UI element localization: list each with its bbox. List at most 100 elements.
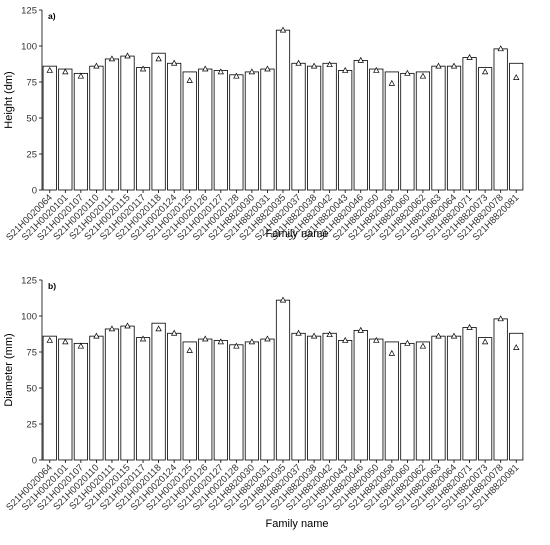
bar-S21H8820063 xyxy=(431,335,446,461)
y-tick-label: 125 xyxy=(21,275,37,286)
bar-S21H0020115 xyxy=(120,325,135,461)
bar-S21H0020117 xyxy=(135,337,151,461)
bar-S21H0020118 xyxy=(151,322,166,461)
triangle-marker-S21H8820081 xyxy=(513,74,520,80)
bar-S21H0020064 xyxy=(42,65,57,191)
triangle-marker-S21H0020110 xyxy=(93,332,100,339)
triangle-marker-S21H8820037 xyxy=(295,59,302,66)
triangle-marker-S21H8820030 xyxy=(248,338,256,345)
bar-S21H8820064 xyxy=(446,335,462,461)
triangle-marker-S21H0020124 xyxy=(170,329,178,336)
triangle-marker-S21H8820073 xyxy=(481,68,489,75)
triangle-marker-S21H0020064 xyxy=(46,66,53,73)
bar-S21H0020128 xyxy=(229,344,244,461)
y-tick-label: 75 xyxy=(26,77,37,88)
bar-S21H0020101 xyxy=(58,338,73,461)
bar-S21H8820050 xyxy=(369,338,384,461)
triangle-marker-S21H8820043 xyxy=(342,336,349,343)
triangle-marker-S21H8820062 xyxy=(419,72,427,79)
bar-S21H0020118 xyxy=(151,52,166,191)
triangle-marker-S21H0020124 xyxy=(170,59,178,66)
bar-S21H0020127 xyxy=(213,70,228,191)
y-tick-label: 50 xyxy=(26,383,37,394)
y-tick-label: 25 xyxy=(26,419,37,430)
bar-S21H0020064 xyxy=(42,335,57,461)
triangle-marker-S21H0020101 xyxy=(62,68,69,75)
bar-S21H0020128 xyxy=(229,74,244,191)
y-tick-label: 0 xyxy=(32,455,37,466)
triangle-marker-S21H8820037 xyxy=(295,329,302,336)
triangle-marker-S21H8820042 xyxy=(326,61,333,68)
bar-S21H0020125 xyxy=(182,71,197,191)
triangle-marker-S21H8820042 xyxy=(326,331,333,338)
bar-S21H8820063 xyxy=(431,65,446,191)
triangle-marker-S21H0020125 xyxy=(186,76,193,83)
bar-S21H8820035 xyxy=(275,29,291,191)
triangle-marker-S21H8820081 xyxy=(513,344,520,350)
bar-S21H0020107 xyxy=(73,342,88,461)
bar-S21H8820043 xyxy=(338,340,353,461)
bar-S21H8820073 xyxy=(478,337,493,461)
triangle-marker-S21H8820078 xyxy=(497,45,504,52)
bar-S21H8820031 xyxy=(260,68,275,191)
bar-S21H8820081 xyxy=(509,332,524,461)
y-tick-label: 0 xyxy=(32,185,37,196)
bar-S21H0020126 xyxy=(198,338,213,461)
triangle-marker-S21H0020111 xyxy=(108,325,116,332)
triangle-marker-S21H0020115 xyxy=(124,52,131,59)
triangle-marker-S21H8820062 xyxy=(419,342,427,349)
triangle-marker-S21H8820058 xyxy=(388,349,396,356)
bar-S21H8820030 xyxy=(244,341,259,461)
triangle-marker-S21H8820071 xyxy=(466,323,473,330)
bar-S21H8820046 xyxy=(353,60,368,191)
bar-S21H0020110 xyxy=(89,65,104,191)
triangle-marker-S21H0020118 xyxy=(155,55,162,62)
triangle-marker-S21H0020125 xyxy=(186,346,193,353)
bar-S21H8820071 xyxy=(462,327,477,461)
triangle-marker-S21H0020126 xyxy=(202,335,209,342)
bar-S21H8820081 xyxy=(509,62,524,191)
y-tick-label: 25 xyxy=(26,149,37,160)
triangle-marker-S21H8820064 xyxy=(450,62,458,69)
y-tick-label: 100 xyxy=(21,41,37,52)
bar-S21H8820046 xyxy=(353,329,368,461)
triangle-marker-S21H8820050 xyxy=(373,66,380,73)
triangle-marker-S21H8820071 xyxy=(466,53,473,60)
triangle-marker-S21H0020127 xyxy=(217,68,224,75)
bar-S21H8820078 xyxy=(493,318,508,461)
triangle-marker-S21H8820078 xyxy=(497,315,504,322)
bar-S21H8820078 xyxy=(493,48,508,191)
bar-S21H8820060 xyxy=(400,342,415,461)
bar-S21H0020127 xyxy=(213,340,228,461)
triangle-marker-S21H0020117 xyxy=(139,65,147,72)
bar-S21H0020125 xyxy=(182,341,197,461)
triangle-marker-S21H8820031 xyxy=(264,335,271,342)
bar-S21H0020124 xyxy=(167,62,182,191)
bar-S21H8820060 xyxy=(400,72,415,191)
y-tick-label: 125 xyxy=(21,5,37,16)
bar-S21H8820035 xyxy=(275,299,291,461)
bar-S21H8820037 xyxy=(291,62,306,191)
bar-S21H8820058 xyxy=(384,71,399,191)
bar-S21H8820037 xyxy=(291,332,306,461)
triangle-marker-S21H0020128 xyxy=(233,342,240,349)
y-tick-label: 100 xyxy=(21,311,37,322)
panel-label: b) xyxy=(48,281,56,291)
triangle-marker-S21H0020128 xyxy=(233,72,240,79)
triangle-marker-S21H8820073 xyxy=(481,338,489,345)
triangle-marker-S21H8820060 xyxy=(404,339,411,346)
bar-S21H8820073 xyxy=(478,67,493,191)
bar-S21H8820043 xyxy=(338,70,353,191)
y-axis-title: Height (dm) xyxy=(3,71,15,128)
bar-S21H0020115 xyxy=(120,55,135,191)
triangle-marker-S21H8820046 xyxy=(357,56,364,63)
bar-S21H8820038 xyxy=(307,65,322,191)
bar-S21H0020126 xyxy=(198,68,213,191)
bar-S21H8820058 xyxy=(384,341,399,461)
bar-S21H8820062 xyxy=(415,71,431,191)
y-tick-label: 50 xyxy=(26,113,37,124)
triangle-marker-S21H8820058 xyxy=(388,79,396,86)
